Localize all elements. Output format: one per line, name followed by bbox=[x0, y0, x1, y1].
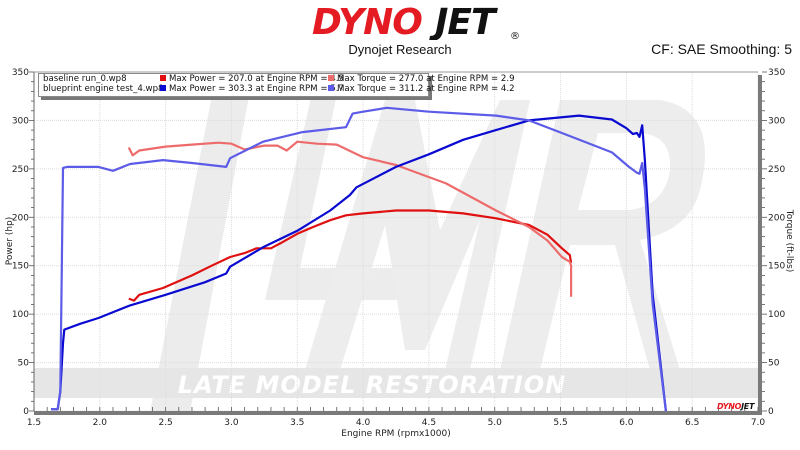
legend-run-name: baseline run_0.wp8 bbox=[43, 74, 127, 84]
svg-text:4.5: 4.5 bbox=[422, 418, 436, 428]
svg-text:250: 250 bbox=[12, 165, 29, 175]
x-axis-title: Engine RPM (rpmx1000) bbox=[341, 429, 450, 439]
legend-max-torque: Max Torque = 311.2 at Engine RPM = 4.2 bbox=[328, 84, 515, 95]
logo-jet-text: JET bbox=[429, 2, 498, 40]
svg-text:150: 150 bbox=[12, 262, 29, 272]
svg-text:50: 50 bbox=[18, 359, 30, 369]
power-swatch-icon bbox=[160, 85, 166, 91]
svg-text:4.0: 4.0 bbox=[356, 418, 371, 428]
chart-legend: baseline run_0.wp8 Max Power = 207.0 at … bbox=[38, 73, 515, 97]
correction-factor-info: CF: SAE Smoothing: 5 bbox=[651, 41, 792, 57]
svg-text:2.0: 2.0 bbox=[93, 418, 108, 428]
dynojet-logo: DYNO JET ® bbox=[312, 2, 520, 40]
svg-text:50: 50 bbox=[768, 359, 780, 369]
svg-text:300: 300 bbox=[12, 116, 29, 126]
legend-max-torque: Max Torque = 277.0 at Engine RPM = 2.9 bbox=[328, 74, 515, 85]
svg-text:0: 0 bbox=[768, 407, 774, 417]
legend-run-name: blueprint engine test_4.wp8 bbox=[43, 84, 164, 94]
series-line bbox=[51, 106, 667, 412]
series-line bbox=[128, 209, 573, 302]
chart-subtitle: Dynojet Research bbox=[348, 42, 452, 57]
svg-text:200: 200 bbox=[12, 213, 29, 223]
svg-text:LATE MODEL RESTORATION: LATE MODEL RESTORATION bbox=[178, 371, 566, 399]
dynojet-mini-logo: DYNOJET bbox=[717, 402, 755, 411]
svg-text:100: 100 bbox=[12, 310, 29, 320]
svg-text:5.0: 5.0 bbox=[488, 418, 503, 428]
svg-text:6.0: 6.0 bbox=[619, 418, 634, 428]
svg-text:200: 200 bbox=[768, 213, 785, 223]
series-line bbox=[127, 140, 573, 297]
registered-mark: ® bbox=[510, 31, 520, 40]
power-swatch-icon bbox=[160, 75, 166, 81]
svg-text:1.5: 1.5 bbox=[27, 418, 41, 428]
y-axis-title-left: Power (hp) bbox=[5, 217, 15, 266]
svg-text:300: 300 bbox=[768, 116, 785, 126]
legend-max-power: Max Power = 207.0 at Engine RPM = 4.5 bbox=[160, 74, 344, 85]
svg-text:350: 350 bbox=[768, 68, 785, 78]
chart-series bbox=[51, 106, 667, 412]
svg-text:350: 350 bbox=[12, 68, 29, 78]
legend-max-power: Max Power = 303.3 at Engine RPM = 5.7 bbox=[160, 84, 344, 95]
series-line bbox=[51, 114, 667, 412]
y-axis-title-right: Torque (ft-lbs) bbox=[784, 209, 794, 273]
svg-text:150: 150 bbox=[768, 262, 785, 272]
svg-text:5.5: 5.5 bbox=[553, 418, 567, 428]
svg-text:250: 250 bbox=[768, 165, 785, 175]
torque-swatch-icon bbox=[328, 75, 334, 81]
svg-text:100: 100 bbox=[768, 310, 785, 320]
torque-swatch-icon bbox=[328, 85, 334, 91]
svg-text:0: 0 bbox=[23, 407, 29, 417]
svg-text:3.5: 3.5 bbox=[290, 418, 304, 428]
svg-text:3.0: 3.0 bbox=[224, 418, 239, 428]
svg-text:6.5: 6.5 bbox=[685, 418, 699, 428]
chart-axes: 1.5 2.0 2.5 3.0 3.5 4.0 4.5 5.0 5.5 6.0 6.5 7.00 050… bbox=[12, 68, 786, 428]
logo-dyno-text: DYNO bbox=[312, 2, 422, 40]
svg-text:7.0: 7.0 bbox=[751, 418, 766, 428]
svg-text:2.5: 2.5 bbox=[158, 418, 172, 428]
